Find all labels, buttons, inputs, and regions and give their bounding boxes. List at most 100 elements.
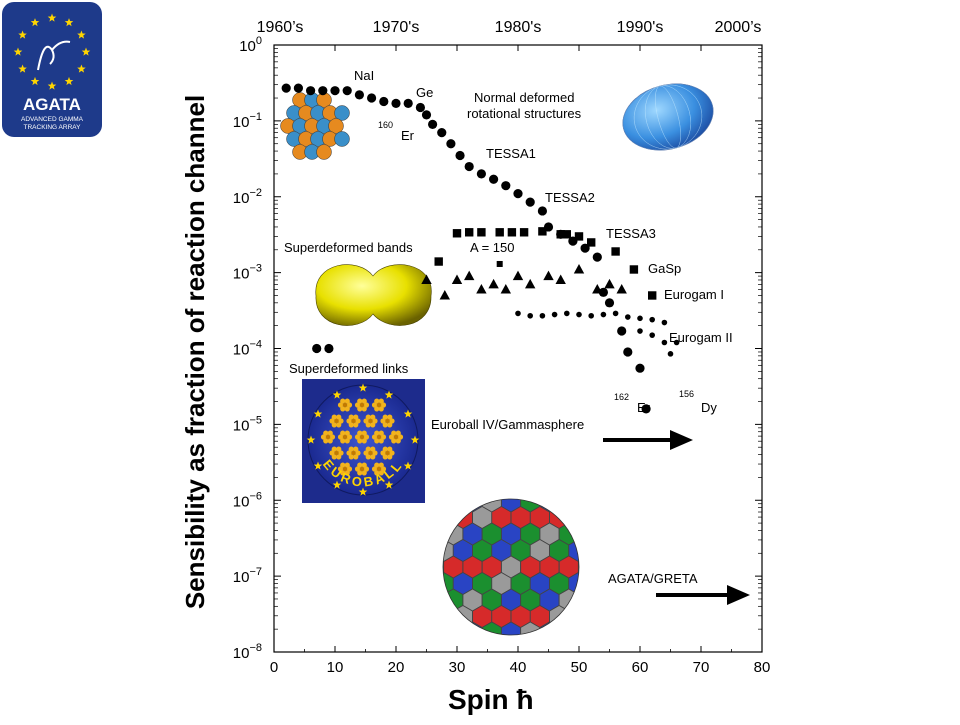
euroball-petal	[327, 430, 333, 436]
label-eurogam1: Eurogam I	[664, 287, 724, 302]
agata-hex-detector	[396, 540, 415, 562]
logo-star-icon	[30, 76, 40, 86]
euroball-petal-center	[342, 434, 348, 440]
agata-hex-detector	[376, 540, 395, 562]
euroball-petal	[395, 438, 401, 444]
data-point-circle	[598, 287, 609, 297]
agata-hex-detector	[405, 622, 424, 644]
chart-marks	[281, 83, 680, 414]
y-axis-title: Sensibility as fraction of reaction chan…	[180, 95, 210, 609]
data-point-square	[507, 228, 517, 237]
euroball-petal	[363, 434, 370, 440]
euroball-petal	[387, 422, 393, 428]
agata-hex-detector	[511, 441, 530, 463]
data-point-square	[434, 257, 443, 266]
y-tick-label: 10−6	[233, 490, 262, 510]
euroball-petal	[380, 418, 386, 424]
agata-logo: AGATA ADVANCED GAMMA TRACKING ARRAY	[2, 2, 102, 137]
logo-background	[2, 2, 102, 137]
label-normal-line1: Normal deformed	[474, 90, 574, 105]
agata-hex-detector	[376, 606, 395, 628]
data-point-square	[587, 238, 596, 247]
agata-hex-detector	[367, 523, 386, 545]
agata-hex-detector	[607, 507, 626, 529]
agata-hex-detector	[482, 655, 501, 677]
agata-hex-detector	[415, 672, 434, 694]
agata-hex-detector	[636, 490, 655, 512]
agata-hex-detector	[627, 606, 646, 628]
x-tick-label: 20	[388, 659, 405, 676]
data-point-circle	[428, 119, 438, 129]
agata-hex-detector	[646, 606, 665, 628]
data-point-circle	[489, 174, 499, 184]
agata-hex-detector	[588, 507, 607, 529]
data-point-circle	[403, 98, 413, 108]
agata-hex-detector	[588, 573, 607, 595]
x-tick-label: 40	[510, 659, 527, 676]
agata-hex-detector	[473, 474, 492, 496]
euroball-petal	[344, 462, 350, 468]
data-point-triangle	[604, 278, 615, 289]
agata-hex-detector	[386, 622, 405, 644]
agata-hex-detector	[578, 621, 579, 635]
data-point-dot	[612, 310, 619, 317]
euroball-petal	[340, 406, 346, 412]
euroball-petal	[382, 422, 388, 428]
euroball-petal	[344, 438, 350, 444]
euroball-petal	[329, 434, 336, 440]
agata-hex-detector	[405, 655, 424, 677]
euroball-star-icon	[410, 435, 420, 444]
euroball-petal	[378, 406, 384, 412]
euroball-petal-center	[376, 466, 382, 472]
agata-hex-detector	[617, 622, 636, 644]
logo-star-icon	[77, 30, 86, 39]
agata-hex-detector	[558, 621, 579, 635]
euroball-petal	[336, 454, 342, 460]
euroball-petal	[374, 430, 380, 436]
y-tick-label: 10−2	[233, 187, 262, 207]
agata-hex-detector	[598, 589, 617, 611]
agata-hex-detector	[367, 622, 386, 644]
euroball-petal	[331, 422, 337, 428]
data-point-square	[452, 229, 462, 238]
logo-gamma-track-icon	[37, 40, 71, 71]
euroball-star-icon	[313, 409, 323, 418]
data-point-square	[519, 228, 529, 237]
agata-hex-detector	[386, 556, 405, 578]
euroball-petal	[337, 402, 344, 408]
data-point-triangle	[476, 283, 487, 294]
agata-hex-detector	[502, 457, 521, 479]
agata-hex-detector	[617, 457, 636, 479]
agata-hex-detector	[415, 573, 434, 595]
euroball-petal-center	[376, 434, 382, 440]
y-tick-label: 10−8	[233, 642, 262, 662]
mesh-line	[655, 85, 681, 149]
normal-deformed-nucleus-picture	[622, 83, 714, 151]
euroball-petal	[357, 470, 363, 476]
label-sd-links: Superdeformed links	[289, 361, 409, 376]
euroball-petal	[372, 450, 378, 456]
agata-hex-detector	[415, 639, 434, 661]
euroball-petal	[355, 418, 361, 424]
agata-hex-detector	[443, 621, 464, 635]
data-point-circle	[281, 83, 291, 93]
euroball-petal	[331, 446, 337, 452]
euroball-petal	[353, 454, 359, 460]
euroball-petal	[323, 430, 329, 436]
agata-hex-detector	[607, 606, 626, 628]
data-point-circle	[367, 93, 377, 103]
data-point-triangle	[592, 283, 603, 294]
data-point-dot	[637, 328, 643, 334]
data-point-square	[562, 230, 571, 239]
euroball-star-icon	[384, 480, 394, 489]
agata-hex-detector	[405, 556, 424, 578]
euroball-petal	[363, 402, 370, 408]
decade-label: 1980's	[495, 19, 542, 36]
agata-hex-detector	[540, 655, 559, 677]
euroball-petal	[353, 422, 359, 428]
euroball-star-icon	[313, 461, 323, 470]
euroball-petal	[361, 406, 367, 412]
agata-hex-detector	[415, 507, 434, 529]
data-point-circle	[623, 347, 633, 357]
logo-subtitle-line1: ADVANCED GAMMA	[21, 116, 84, 123]
